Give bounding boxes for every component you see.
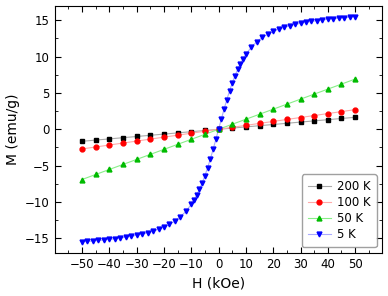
100 K — [94, 145, 98, 149]
200 K — [339, 117, 344, 120]
50 K — [312, 92, 317, 96]
200 K — [203, 129, 207, 132]
50 K — [80, 178, 84, 181]
200 K — [80, 139, 84, 143]
50 K — [339, 82, 344, 86]
100 K — [203, 129, 207, 133]
200 K — [148, 133, 152, 137]
200 K — [175, 131, 180, 135]
100 K — [216, 128, 221, 131]
5 K — [80, 240, 84, 244]
100 K — [162, 135, 166, 139]
200 K — [284, 122, 289, 125]
50 K — [353, 77, 357, 81]
100 K — [121, 141, 125, 145]
50 K — [326, 87, 330, 91]
50 K — [244, 118, 248, 121]
5 K — [222, 107, 226, 111]
100 K — [244, 124, 248, 127]
100 K — [312, 114, 317, 117]
200 K — [230, 126, 235, 130]
50 K — [203, 133, 207, 136]
50 K — [189, 138, 194, 141]
Y-axis label: M (emu/g): M (emu/g) — [5, 94, 19, 165]
100 K — [134, 139, 139, 143]
200 K — [134, 135, 139, 138]
100 K — [353, 108, 357, 111]
50 K — [284, 102, 289, 106]
5 K — [309, 20, 314, 23]
50 K — [175, 143, 180, 146]
100 K — [175, 133, 180, 137]
50 K — [94, 173, 98, 176]
100 K — [257, 122, 262, 125]
100 K — [326, 112, 330, 115]
100 K — [189, 131, 194, 135]
5 K — [192, 198, 196, 202]
Legend: 200 K, 100 K, 50 K, 5 K: 200 K, 100 K, 50 K, 5 K — [301, 174, 376, 247]
200 K — [353, 115, 357, 119]
X-axis label: H (kOe): H (kOe) — [192, 276, 245, 290]
50 K — [216, 128, 221, 131]
5 K — [145, 231, 150, 234]
100 K — [80, 147, 84, 151]
200 K — [162, 132, 166, 136]
200 K — [216, 128, 221, 131]
200 K — [189, 130, 194, 133]
200 K — [298, 120, 303, 124]
50 K — [257, 112, 262, 116]
100 K — [148, 137, 152, 141]
50 K — [230, 123, 235, 126]
200 K — [326, 118, 330, 121]
200 K — [257, 124, 262, 128]
200 K — [312, 119, 317, 123]
5 K — [353, 15, 357, 19]
Line: 100 K: 100 K — [80, 107, 358, 151]
50 K — [121, 163, 125, 166]
50 K — [298, 97, 303, 101]
50 K — [271, 107, 275, 111]
50 K — [148, 153, 152, 156]
100 K — [339, 110, 344, 113]
200 K — [121, 136, 125, 139]
100 K — [107, 143, 112, 147]
100 K — [271, 120, 275, 123]
100 K — [298, 116, 303, 119]
5 K — [233, 74, 237, 78]
100 K — [284, 118, 289, 121]
Line: 5 K: 5 K — [80, 15, 358, 244]
200 K — [271, 123, 275, 126]
50 K — [107, 168, 112, 171]
5 K — [156, 228, 161, 231]
200 K — [244, 125, 248, 129]
200 K — [94, 138, 98, 142]
50 K — [162, 148, 166, 151]
50 K — [134, 158, 139, 161]
Line: 50 K: 50 K — [80, 77, 358, 182]
100 K — [230, 126, 235, 129]
Line: 200 K: 200 K — [80, 115, 358, 144]
200 K — [107, 137, 112, 141]
